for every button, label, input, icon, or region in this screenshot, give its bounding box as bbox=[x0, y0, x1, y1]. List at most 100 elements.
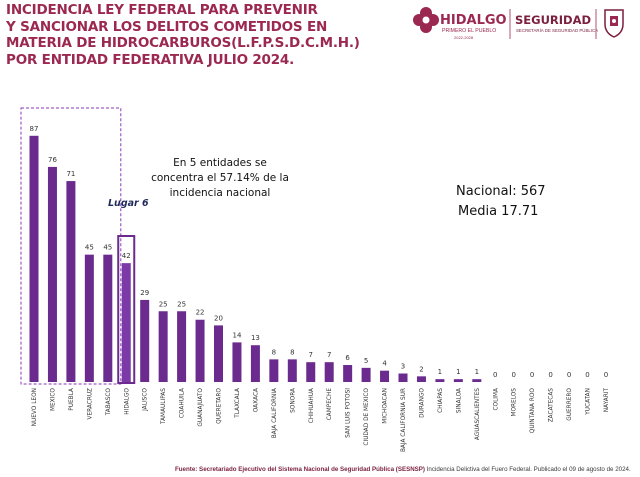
value-label: 20 bbox=[214, 314, 223, 322]
title-line: Y SANCIONAR LOS DELITOS COMETIDOS EN bbox=[6, 18, 328, 35]
shield-emblem-icon bbox=[604, 9, 624, 38]
bar-campeche bbox=[324, 362, 334, 382]
category-label: CHIAPAS bbox=[438, 388, 444, 413]
source-note: Fuente: Secretariado Ejecutivo del Siste… bbox=[175, 466, 631, 473]
value-label: 0 bbox=[585, 371, 589, 379]
bar-chiapas bbox=[435, 379, 445, 382]
bar-aguascalientes bbox=[472, 379, 482, 382]
bar-ciudad-de-mexico bbox=[361, 367, 371, 382]
top5-highlight-box bbox=[20, 107, 122, 385]
value-label: 42 bbox=[122, 252, 131, 260]
category-label: DURANGO bbox=[419, 388, 425, 418]
value-label: 76 bbox=[48, 156, 57, 164]
value-label: 1 bbox=[456, 368, 460, 376]
value-label: 2 bbox=[419, 365, 423, 373]
category-label: GUERRERO bbox=[567, 388, 573, 421]
value-label: 14 bbox=[232, 331, 241, 339]
category-label: QUERETARO bbox=[217, 388, 223, 424]
bar-nuevo-leon bbox=[29, 135, 39, 382]
value-label: 45 bbox=[85, 244, 94, 252]
bar-veracruz bbox=[84, 254, 94, 382]
value-label: 8 bbox=[290, 348, 294, 356]
bar-tabasco bbox=[103, 254, 113, 382]
bar-oaxaca bbox=[250, 345, 260, 382]
category-label: SONORA bbox=[290, 388, 296, 413]
category-label: CIUDAD DE MEXICO bbox=[364, 388, 370, 446]
category-label: COLIMA bbox=[493, 388, 499, 411]
source-detail: Incidencia Delictiva del Fuero Federal. … bbox=[424, 466, 631, 473]
category-label: SAN LUIS POTOSI bbox=[346, 388, 352, 438]
category-label: BAJA CALIFORNIA bbox=[272, 388, 278, 438]
bar-baja-california bbox=[269, 359, 279, 382]
seguridad-subtitle: SECRETARÍA DE SEGURIDAD PÚBLICA bbox=[516, 28, 598, 33]
value-label: 29 bbox=[140, 289, 149, 297]
value-label: 45 bbox=[103, 244, 112, 252]
category-label: SINALOA bbox=[456, 388, 462, 413]
category-label: YUCATAN bbox=[586, 388, 592, 416]
value-label: 25 bbox=[159, 300, 168, 308]
value-label: 6 bbox=[345, 354, 350, 362]
category-label: CAMPECHE bbox=[327, 388, 333, 421]
top5-annotation-line: incidencia nacional bbox=[170, 187, 271, 199]
value-label: 0 bbox=[567, 371, 571, 379]
category-labels-group: NUEVO LEON MEXICO PUEBLA VERACRUZ TABASCO HID… bbox=[32, 388, 610, 453]
category-label: ZACATECAS bbox=[549, 388, 555, 423]
category-label: MICHOACAN bbox=[383, 388, 389, 424]
value-label: 0 bbox=[530, 371, 534, 379]
title-line: MATERIA DE HIDROCARBUROS(L.F.P.S.D.C.M.H… bbox=[6, 35, 360, 51]
value-label: 71 bbox=[66, 170, 75, 178]
value-label: 8 bbox=[272, 348, 276, 356]
hidalgo-logo-text: HIDALGO bbox=[440, 13, 507, 28]
category-label: MORELOS bbox=[512, 388, 518, 417]
chart-title: INCIDENCIA LEY FEDERAL PARA PREVENIR Y S… bbox=[6, 2, 406, 68]
category-label: AGUASCALIENTES bbox=[475, 388, 481, 440]
bar-baja-california-sur bbox=[398, 373, 408, 382]
top5-annotation-line: En 5 entidades se bbox=[173, 157, 267, 169]
category-label: TAMAULIPAS bbox=[161, 388, 167, 425]
category-label: PUEBLA bbox=[69, 388, 75, 411]
category-label: QUINTANA ROO bbox=[530, 388, 536, 434]
rank-annotation: Lugar 6 bbox=[108, 198, 149, 209]
hidalgo-tagline: PRIMERO EL PUEBLO bbox=[442, 28, 496, 34]
category-label: COAHUILA bbox=[180, 388, 186, 418]
category-label: TLAXCALA bbox=[235, 388, 241, 419]
top5-annotation-line: concentra el 57.14% de la bbox=[151, 172, 289, 184]
category-label: TABASCO bbox=[106, 388, 112, 417]
value-label: 5 bbox=[364, 357, 368, 365]
bar-tamaulipas bbox=[158, 311, 168, 382]
bar-durango bbox=[416, 376, 426, 382]
value-label: 0 bbox=[548, 371, 552, 379]
bar-sinaloa bbox=[453, 379, 463, 382]
value-label: 0 bbox=[604, 371, 608, 379]
bar-coahuila bbox=[177, 311, 187, 382]
category-label: HIDALGO bbox=[124, 388, 130, 415]
category-label: NUEVO LEON bbox=[32, 388, 38, 426]
title-line: POR ENTIDAD FEDERATIVA JULIO 2024. bbox=[6, 51, 295, 68]
value-label: 1 bbox=[475, 368, 479, 376]
bar-mexico bbox=[47, 166, 57, 382]
mean-annotation: Media 17.71 bbox=[458, 204, 538, 219]
category-label: GUANAJUATO bbox=[198, 388, 204, 427]
bar-san-luis-potosi bbox=[343, 365, 353, 382]
value-label: 0 bbox=[511, 371, 515, 379]
bar-guanajuato bbox=[195, 319, 205, 382]
annotations-group: En 5 entidades se concentra el 57.14% de… bbox=[108, 157, 546, 219]
source-label: Fuente: Secretariado Ejecutivo del Siste… bbox=[175, 466, 425, 473]
value-label: 3 bbox=[401, 363, 405, 371]
hidalgo-years: 2022-2028 bbox=[454, 35, 474, 40]
value-label: 1 bbox=[438, 368, 442, 376]
bar-puebla bbox=[66, 181, 76, 382]
national-total-annotation: Nacional: 567 bbox=[456, 184, 546, 199]
value-label: 4 bbox=[382, 360, 387, 368]
bar-michoacan bbox=[380, 370, 390, 382]
bar-jalisco bbox=[140, 299, 150, 382]
value-label: 7 bbox=[327, 351, 331, 359]
category-label: OAXACA bbox=[253, 388, 259, 412]
rank-highlight-box bbox=[117, 235, 136, 384]
seguridad-logo-text: SEGURIDAD bbox=[515, 13, 591, 27]
bar-sonora bbox=[287, 359, 297, 382]
category-label: MEXICO bbox=[50, 388, 56, 411]
bars-group bbox=[29, 135, 482, 382]
